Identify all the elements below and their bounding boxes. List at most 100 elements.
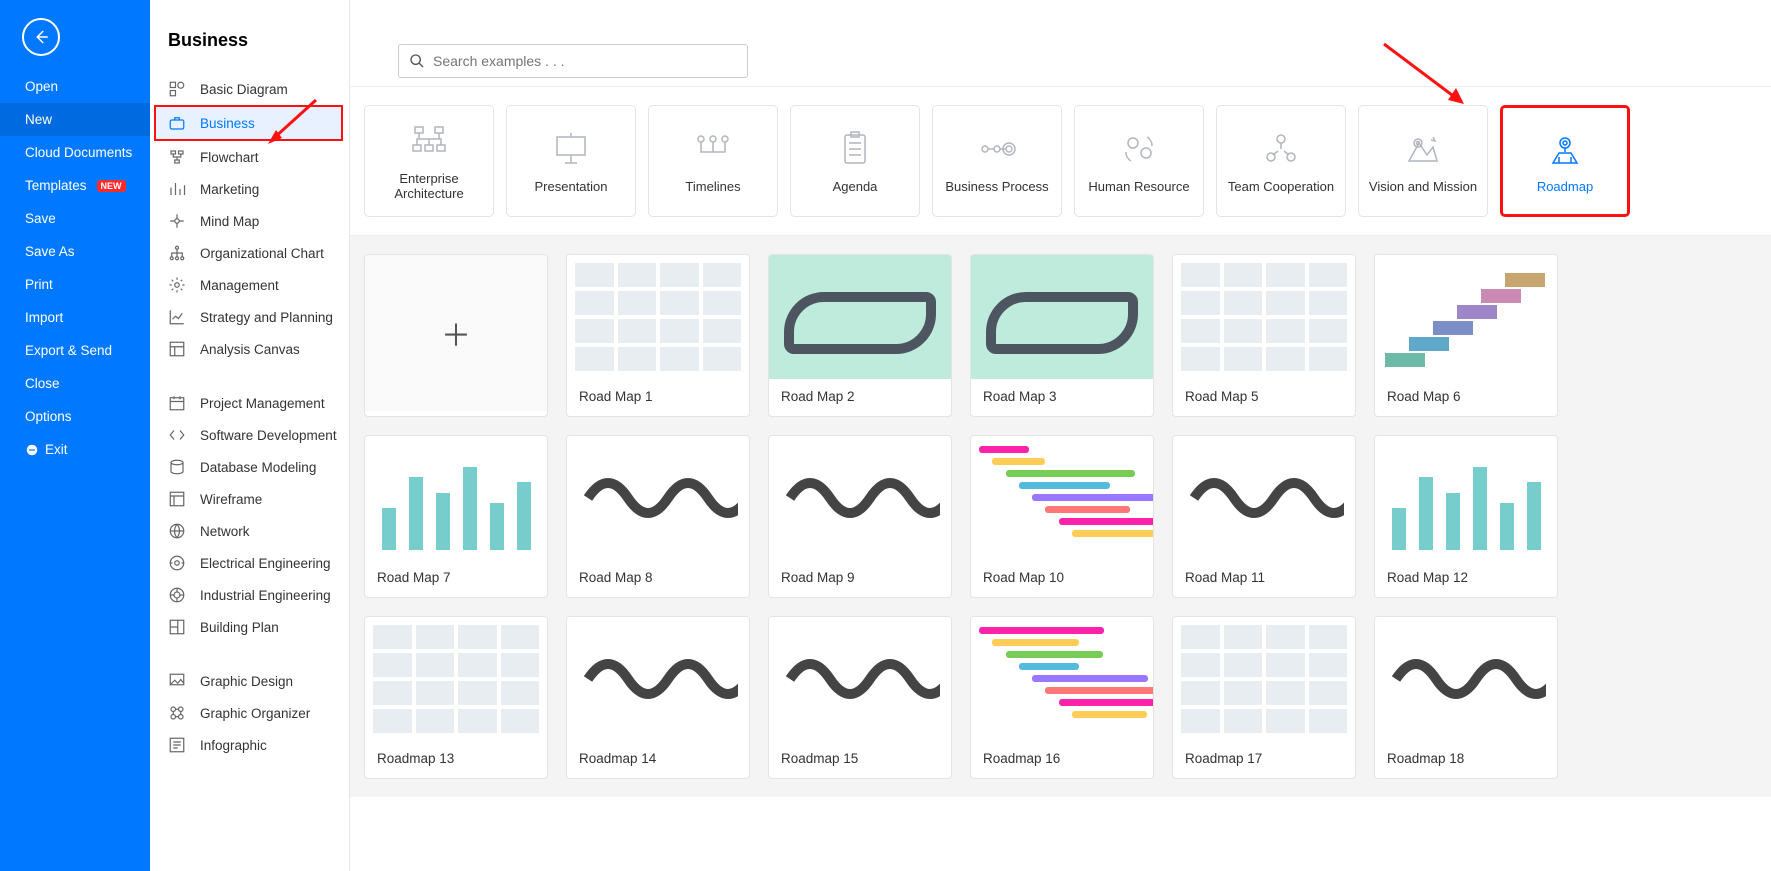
category-label: Graphic Design bbox=[200, 674, 293, 689]
file-menu-print[interactable]: Print bbox=[0, 268, 150, 301]
ag-icon bbox=[834, 129, 876, 169]
file-sidebar: OpenNewCloud DocumentsTemplatesNEW Save Sa… bbox=[0, 0, 150, 871]
topic-enterprise-architecture[interactable]: Enterprise Architecture bbox=[364, 105, 494, 217]
category-item-strategy-and-planning[interactable]: Strategy and Planning bbox=[150, 301, 349, 333]
template-thumb bbox=[1173, 255, 1355, 379]
template-roadmap-16[interactable]: Roadmap 16 bbox=[970, 616, 1154, 779]
category-label: Management bbox=[200, 278, 279, 293]
category-item-network[interactable]: Network bbox=[150, 515, 349, 547]
template-road-map-2[interactable]: Road Map 2 bbox=[768, 254, 952, 417]
topic-agenda[interactable]: Agenda bbox=[790, 105, 920, 217]
category-item-basic-diagram[interactable]: Basic Diagram bbox=[150, 73, 349, 105]
template-road-map-6[interactable]: Road Map 6 bbox=[1374, 254, 1558, 417]
topic-vision-and-mission[interactable]: Vision and Mission bbox=[1358, 105, 1488, 217]
file-menu-label: Save bbox=[25, 211, 56, 226]
category-label: Electrical Engineering bbox=[200, 556, 331, 571]
template-name: Road Map 7 bbox=[365, 560, 547, 597]
template-road-map-1[interactable]: Road Map 1 bbox=[566, 254, 750, 417]
template-name: Roadmap 13 bbox=[365, 741, 547, 778]
template-blank[interactable]: ＋ bbox=[364, 254, 548, 417]
category-item-software-development[interactable]: Software Development bbox=[150, 419, 349, 451]
category-item-business[interactable]: Business bbox=[154, 105, 343, 141]
file-menu-close[interactable]: Close bbox=[0, 367, 150, 400]
template-roadmap-17[interactable]: Roadmap 17 bbox=[1172, 616, 1356, 779]
template-name: Roadmap 17 bbox=[1173, 741, 1355, 778]
template-thumb bbox=[971, 617, 1153, 741]
category-item-industrial-engineering[interactable]: Industrial Engineering bbox=[150, 579, 349, 611]
template-road-map-3[interactable]: Road Map 3 bbox=[970, 254, 1154, 417]
category-label: Network bbox=[200, 524, 250, 539]
topic-label: Team Cooperation bbox=[1228, 179, 1334, 194]
category-label: Graphic Organizer bbox=[200, 706, 310, 721]
template-roadmap-18[interactable]: Roadmap 18 bbox=[1374, 616, 1558, 779]
template-thumb bbox=[769, 255, 951, 379]
category-label: Business bbox=[200, 116, 255, 131]
template-road-map-12[interactable]: Road Map 12 bbox=[1374, 435, 1558, 598]
search-icon bbox=[409, 53, 425, 69]
category-item-analysis-canvas[interactable]: Analysis Canvas bbox=[150, 333, 349, 365]
topic-label: Presentation bbox=[535, 179, 608, 194]
category-item-graphic-organizer[interactable]: Graphic Organizer bbox=[150, 697, 349, 729]
back-button[interactable] bbox=[22, 18, 60, 56]
template-road-map-9[interactable]: Road Map 9 bbox=[768, 435, 952, 598]
category-label: Basic Diagram bbox=[200, 82, 288, 97]
search-input[interactable] bbox=[433, 53, 737, 69]
file-menu-import[interactable]: Import bbox=[0, 301, 150, 334]
category-item-flowchart[interactable]: Flowchart bbox=[150, 141, 349, 173]
file-menu-save[interactable]: Save bbox=[0, 202, 150, 235]
category-label: Project Management bbox=[200, 396, 325, 411]
topic-timelines[interactable]: Timelines bbox=[648, 105, 778, 217]
category-item-marketing[interactable]: Marketing bbox=[150, 173, 349, 205]
net-icon bbox=[168, 522, 186, 540]
template-roadmap-15[interactable]: Roadmap 15 bbox=[768, 616, 952, 779]
category-item-wireframe[interactable]: Wireframe bbox=[150, 483, 349, 515]
main-area: Enterprise Architecture Presentation Timel… bbox=[350, 0, 1771, 871]
topic-team-cooperation[interactable]: Team Cooperation bbox=[1216, 105, 1346, 217]
topic-roadmap[interactable]: Roadmap bbox=[1500, 105, 1630, 217]
category-item-management[interactable]: Management bbox=[150, 269, 349, 301]
file-menu-cloud-documents[interactable]: Cloud Documents bbox=[0, 136, 150, 169]
template-thumb bbox=[1375, 255, 1557, 379]
template-road-map-10[interactable]: Road Map 10 bbox=[970, 435, 1154, 598]
template-grid: ＋Road Map 1Road Map 2Road Map 3Road Map … bbox=[350, 236, 1771, 797]
category-item-project-management[interactable]: Project Management bbox=[150, 387, 349, 419]
hr-icon bbox=[1118, 129, 1160, 169]
topic-label: Timelines bbox=[685, 179, 740, 194]
file-menu-open[interactable]: Open bbox=[0, 70, 150, 103]
canvas-icon bbox=[168, 340, 186, 358]
category-label: Industrial Engineering bbox=[200, 588, 331, 603]
template-roadmap-14[interactable]: Roadmap 14 bbox=[566, 616, 750, 779]
template-road-map-11[interactable]: Road Map 11 bbox=[1172, 435, 1356, 598]
topic-business-process[interactable]: Business Process bbox=[932, 105, 1062, 217]
file-menu-options[interactable]: Options bbox=[0, 400, 150, 433]
file-menu-export-send[interactable]: Export & Send bbox=[0, 334, 150, 367]
category-item-infographic[interactable]: Infographic bbox=[150, 729, 349, 761]
category-item-building-plan[interactable]: Building Plan bbox=[150, 611, 349, 643]
file-menu-templates[interactable]: TemplatesNEW bbox=[0, 169, 150, 202]
file-menu-new[interactable]: New bbox=[0, 103, 150, 136]
category-item-graphic-design[interactable]: Graphic Design bbox=[150, 665, 349, 697]
template-road-map-5[interactable]: Road Map 5 bbox=[1172, 254, 1356, 417]
category-item-database-modeling[interactable]: Database Modeling bbox=[150, 451, 349, 483]
topic-presentation[interactable]: Presentation bbox=[506, 105, 636, 217]
template-name: Roadmap 16 bbox=[971, 741, 1153, 778]
category-item-mind-map[interactable]: Mind Map bbox=[150, 205, 349, 237]
file-menu-exit[interactable]: Exit bbox=[0, 433, 150, 466]
tc-icon bbox=[1260, 129, 1302, 169]
template-roadmap-13[interactable]: Roadmap 13 bbox=[364, 616, 548, 779]
category-label: Organizational Chart bbox=[200, 246, 324, 261]
category-item-organizational-chart[interactable]: Organizational Chart bbox=[150, 237, 349, 269]
arrow-left-icon bbox=[32, 28, 50, 46]
file-menu-save-as[interactable]: Save As bbox=[0, 235, 150, 268]
search-box[interactable] bbox=[398, 44, 748, 78]
category-item-electrical-engineering[interactable]: Electrical Engineering bbox=[150, 547, 349, 579]
mind-icon bbox=[168, 212, 186, 230]
category-label: Wireframe bbox=[200, 492, 262, 507]
category-title: Business bbox=[150, 0, 349, 69]
template-road-map-8[interactable]: Road Map 8 bbox=[566, 435, 750, 598]
topic-human-resource[interactable]: Human Resource bbox=[1074, 105, 1204, 217]
file-menu-label: Save As bbox=[25, 244, 75, 259]
category-label: Database Modeling bbox=[200, 460, 316, 475]
template-name: Roadmap 15 bbox=[769, 741, 951, 778]
template-road-map-7[interactable]: Road Map 7 bbox=[364, 435, 548, 598]
